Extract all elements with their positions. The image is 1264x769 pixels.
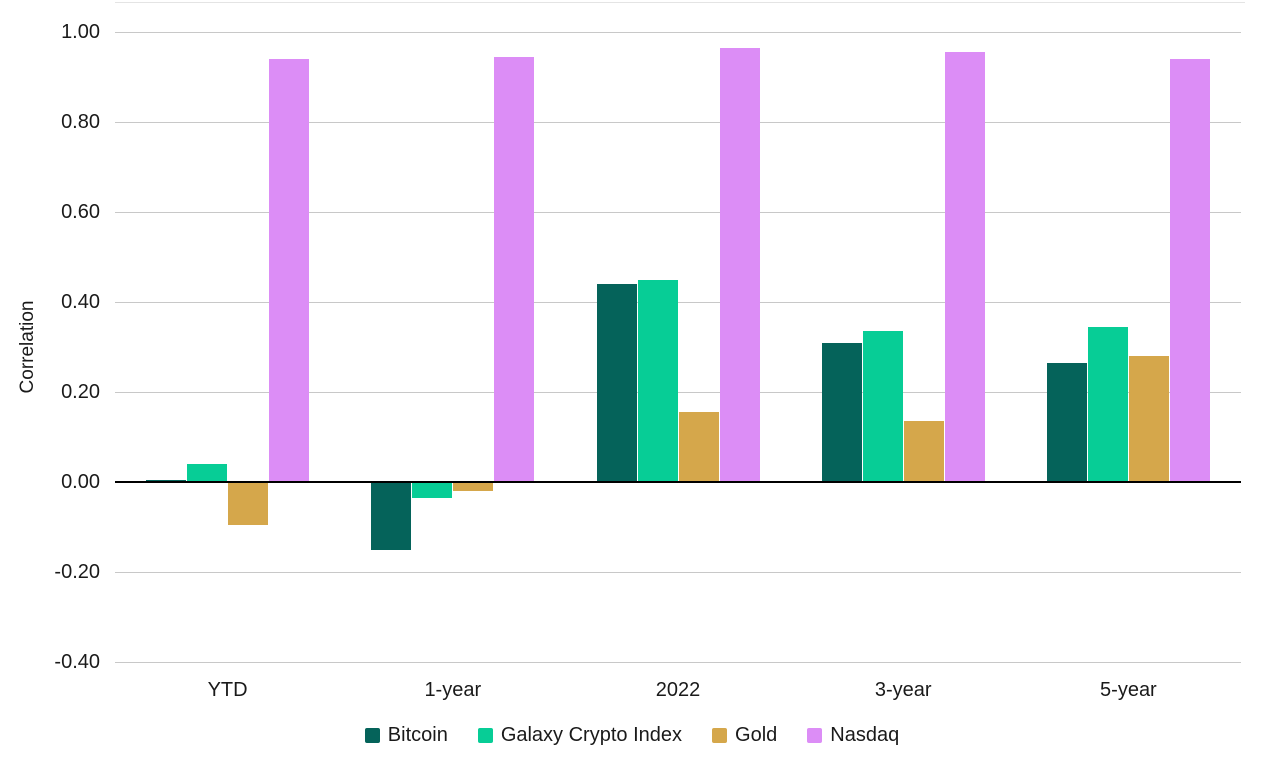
legend-label: Bitcoin (387, 724, 448, 746)
bar-nasdaq-1-year (494, 56, 535, 482)
gridline (115, 661, 1241, 663)
bar-gold-5-year (1128, 356, 1169, 482)
y-axis-tick-label: 0.60 (61, 201, 100, 223)
y-axis-tick-label: 0.80 (61, 111, 100, 133)
legend-label: Galaxy Crypto Index (500, 724, 683, 746)
legend-item-galaxy-crypto-index: Galaxy Crypto Index (477, 724, 683, 747)
y-axis-tick-label: 0.00 (61, 471, 100, 493)
bar-gold-1-year (453, 482, 494, 491)
y-axis-tick-label: 0.20 (61, 381, 100, 403)
bar-nasdaq-3-year (944, 52, 985, 482)
y-axis-tick-label: -0.20 (54, 561, 100, 583)
bar-bitcoin-3-year (821, 342, 862, 482)
gridline (115, 391, 1241, 393)
legend-item-nasdaq: Nasdaq (807, 724, 899, 747)
gridline (115, 301, 1241, 303)
legend-item-gold: Gold (712, 724, 777, 747)
gridline (115, 31, 1241, 33)
bar-galaxy-crypto-index-5-year (1087, 326, 1128, 482)
y-axis-tick-label: 1.00 (61, 21, 100, 43)
legend-swatch-galaxy-crypto-index (477, 728, 493, 743)
bar-gold-3-year (903, 421, 944, 482)
bar-gold-ytd (228, 482, 269, 525)
bar-nasdaq-5-year (1169, 59, 1210, 482)
y-axis-tick-label: 0.40 (61, 291, 100, 313)
bar-nasdaq-2022 (719, 47, 760, 482)
legend-item-bitcoin: Bitcoin (364, 724, 448, 747)
bar-gold-2022 (678, 412, 719, 482)
bar-galaxy-crypto-index-ytd (187, 464, 228, 482)
x-axis-category-label: YTD (207, 679, 248, 701)
gridline (115, 571, 1241, 573)
legend-label: Gold (735, 724, 778, 746)
x-axis-category-label: 5-year (1100, 679, 1157, 701)
gridline (115, 211, 1241, 213)
legend-swatch-nasdaq (807, 728, 823, 743)
bar-galaxy-crypto-index-2022 (637, 279, 678, 482)
legend-label: Nasdaq (830, 724, 900, 746)
bar-galaxy-crypto-index-3-year (862, 331, 903, 482)
x-axis-zero-line (115, 481, 1241, 483)
legend-swatch-bitcoin (364, 728, 380, 743)
y-axis-tick-label: -0.40 (54, 651, 100, 673)
x-axis-category-label: 2022 (655, 679, 701, 701)
gridline (115, 121, 1241, 123)
legend: Bitcoin Galaxy Crypto Index Gold Nasdaq (0, 724, 1264, 747)
x-axis-category-label: 3-year (874, 679, 932, 701)
bar-nasdaq-ytd (269, 59, 310, 482)
bar-bitcoin-5-year (1046, 362, 1087, 482)
bar-bitcoin-ytd (146, 479, 187, 482)
bar-galaxy-crypto-index-1-year (412, 482, 453, 498)
x-axis-category-label: 1-year (424, 679, 482, 701)
legend-swatch-gold (712, 728, 728, 743)
bar-bitcoin-1-year (371, 482, 412, 550)
bar-bitcoin-2022 (596, 284, 637, 482)
chart-top-border (115, 2, 1245, 3)
